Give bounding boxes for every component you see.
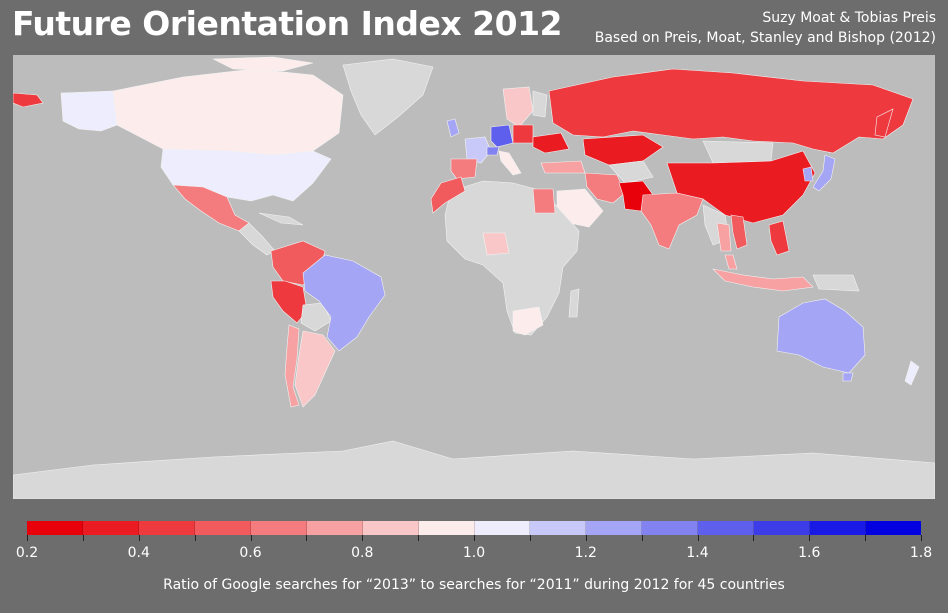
color-scale-cell (866, 521, 921, 535)
region-antarctica (13, 440, 935, 499)
color-scale-cell (642, 521, 699, 535)
color-scale-tick-label: 1.2 (574, 545, 597, 561)
color-scale-bar (27, 521, 921, 535)
map-title: Future Orientation Index 2012 (12, 4, 563, 43)
region-germany (490, 124, 514, 148)
region-spain (450, 158, 478, 180)
color-scale-cell (810, 521, 867, 535)
color-scale-tick (82, 535, 84, 541)
region-brazil (302, 254, 386, 352)
color-scale-cell (82, 521, 139, 535)
color-scale-tick (418, 535, 420, 541)
region-central-america (238, 222, 276, 256)
region-kamchatka (874, 108, 894, 138)
color-scale-tick-label: 0.6 (239, 545, 262, 561)
color-scale-cell (698, 521, 755, 535)
region-mongolia (702, 140, 774, 164)
legend-caption: Ratio of Google searches for “2013” to s… (163, 577, 785, 593)
region-tasmania (842, 372, 854, 382)
region-argentina (294, 330, 336, 408)
region-central-asia (608, 160, 654, 184)
region-iran (584, 172, 626, 204)
color-scale-tick-label: 0.2 (15, 545, 39, 561)
region-chukotka (13, 92, 44, 108)
region-morocco (430, 176, 466, 214)
region-kazakhstan (582, 134, 664, 166)
region-alaska (60, 90, 118, 132)
region-egypt (532, 188, 556, 214)
color-scale-cell (194, 521, 251, 535)
region-canada (112, 68, 344, 156)
region-thailand (716, 222, 732, 252)
color-scale-tick-label: 1.4 (686, 545, 709, 561)
color-scale-cell (418, 521, 475, 535)
color-scale-tick (250, 535, 252, 541)
region-france (464, 136, 492, 164)
color-scale-tick (362, 535, 364, 541)
color-scale-tick (641, 535, 643, 541)
color-scale-cell (362, 521, 419, 535)
color-scale-tick (529, 535, 531, 541)
world-map-svg (13, 56, 935, 499)
region-korea (802, 166, 814, 182)
region-bolivia (300, 302, 332, 332)
region-caribbean (258, 212, 304, 226)
region-new-zealand (904, 360, 920, 386)
color-scale-labels: 0.2 0.4 0.6 0.8 1.0 1.2 1.4 1.6 1.8 (16, 545, 932, 565)
region-finland (532, 90, 548, 118)
color-scale-tick (697, 535, 699, 541)
region-scandinavia (502, 86, 534, 128)
credit-authors: Suzy Moat & Tobias Preis (762, 10, 936, 26)
region-india (640, 192, 704, 250)
region-greenland (342, 58, 434, 136)
region-new-guinea (812, 274, 860, 292)
region-nigeria (482, 232, 510, 256)
region-malaysia (724, 254, 738, 270)
region-philippines (768, 220, 790, 256)
color-scale-tick (27, 535, 28, 541)
color-scale-tick (474, 535, 475, 541)
color-scale-tick-label: 1.0 (462, 545, 486, 561)
region-chile (284, 324, 300, 408)
region-central-europe (486, 146, 500, 156)
region-united-kingdom (446, 118, 460, 138)
color-scale-tick (809, 535, 811, 541)
color-scale-tick (585, 535, 587, 541)
color-scale-tick-label: 1.8 (909, 545, 933, 561)
color-scale-cell (754, 521, 811, 535)
color-scale-tick (306, 535, 308, 541)
color-scale-cell (138, 521, 195, 535)
region-turkey (540, 160, 586, 174)
region-italy (498, 150, 522, 176)
region-japan (812, 154, 836, 192)
region-poland (512, 124, 534, 144)
color-scale-tick-label: 0.4 (127, 545, 150, 561)
region-indonesia (712, 268, 814, 292)
region-australia (776, 298, 866, 374)
color-scale-tick (865, 535, 867, 541)
region-madagascar (568, 288, 580, 318)
color-scale-tick-label: 1.6 (798, 545, 821, 561)
region-russia (548, 68, 914, 154)
color-scale-tick (194, 535, 196, 541)
color-scale-cell (530, 521, 587, 535)
color-scale-tick (921, 535, 922, 541)
color-scale-cell (250, 521, 307, 535)
world-map (13, 55, 935, 499)
color-scale-cell (27, 521, 83, 535)
credit-source: Based on Preis, Moat, Stanley and Bishop… (594, 30, 936, 46)
color-scale-cell (306, 521, 363, 535)
region-south-africa (512, 306, 544, 336)
region-ukraine (532, 132, 570, 154)
color-scale-ticks (27, 535, 922, 543)
credits: Suzy Moat & Tobias Preis Based on Preis,… (595, 8, 936, 48)
color-scale-cell (586, 521, 643, 535)
region-vietnam (730, 214, 748, 250)
color-scale-tick (138, 535, 140, 541)
color-scale-tick-label: 0.8 (351, 545, 374, 561)
color-scale-cell (474, 521, 531, 535)
region-canada-islands (212, 56, 314, 72)
color-scale-tick (753, 535, 755, 541)
